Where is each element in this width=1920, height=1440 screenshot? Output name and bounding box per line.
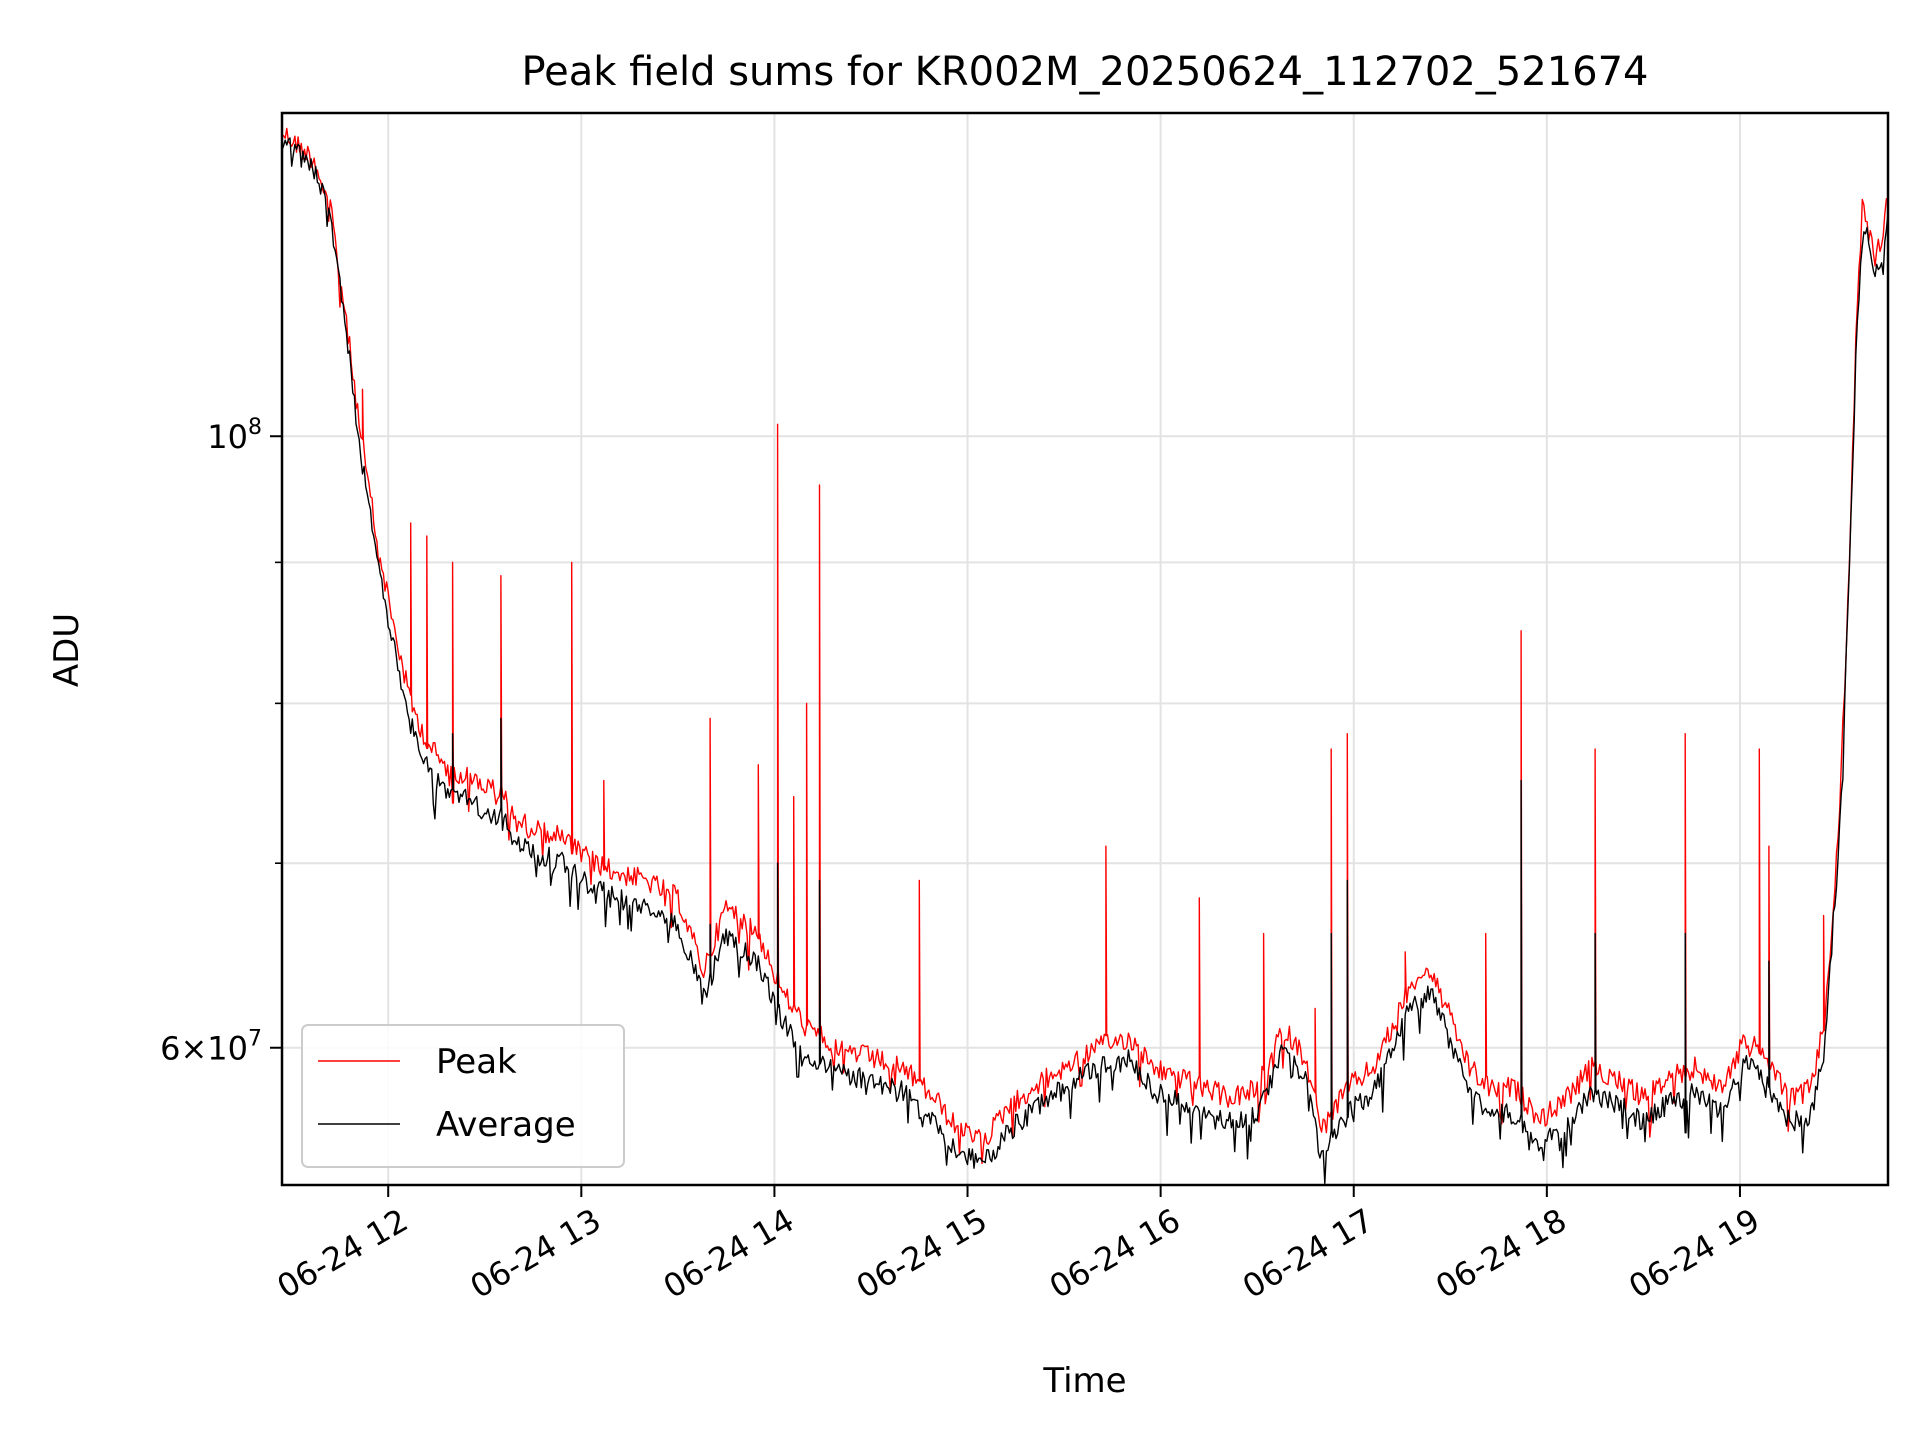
series-line-average — [282, 137, 1888, 1184]
legend-label-peak: Peak — [436, 1042, 517, 1082]
y-axis-label: ADU — [47, 613, 87, 687]
series-line-peak — [282, 127, 1888, 1165]
chart-title: Peak field sums for KR002M_20250624_1127… — [521, 49, 1648, 95]
plot-frame — [280, 111, 1890, 1187]
y-axis: 108 6×107 — [160, 415, 282, 1068]
y-tick-label: 6×107 — [160, 1027, 262, 1068]
y-tick-label: 108 — [207, 415, 262, 456]
legend: Peak Average — [301, 1024, 625, 1168]
legend-label-average: Average — [436, 1105, 576, 1145]
grid — [282, 113, 1888, 1185]
series-layer — [282, 127, 1888, 1184]
x-axis-label: Time — [1042, 1361, 1126, 1401]
